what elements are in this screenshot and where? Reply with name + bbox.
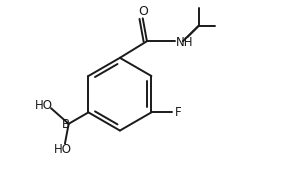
Text: NH: NH: [176, 36, 193, 49]
Text: HO: HO: [53, 143, 72, 156]
Text: F: F: [175, 106, 181, 119]
Text: O: O: [138, 5, 148, 18]
Text: HO: HO: [35, 99, 53, 112]
Text: B: B: [62, 118, 70, 131]
